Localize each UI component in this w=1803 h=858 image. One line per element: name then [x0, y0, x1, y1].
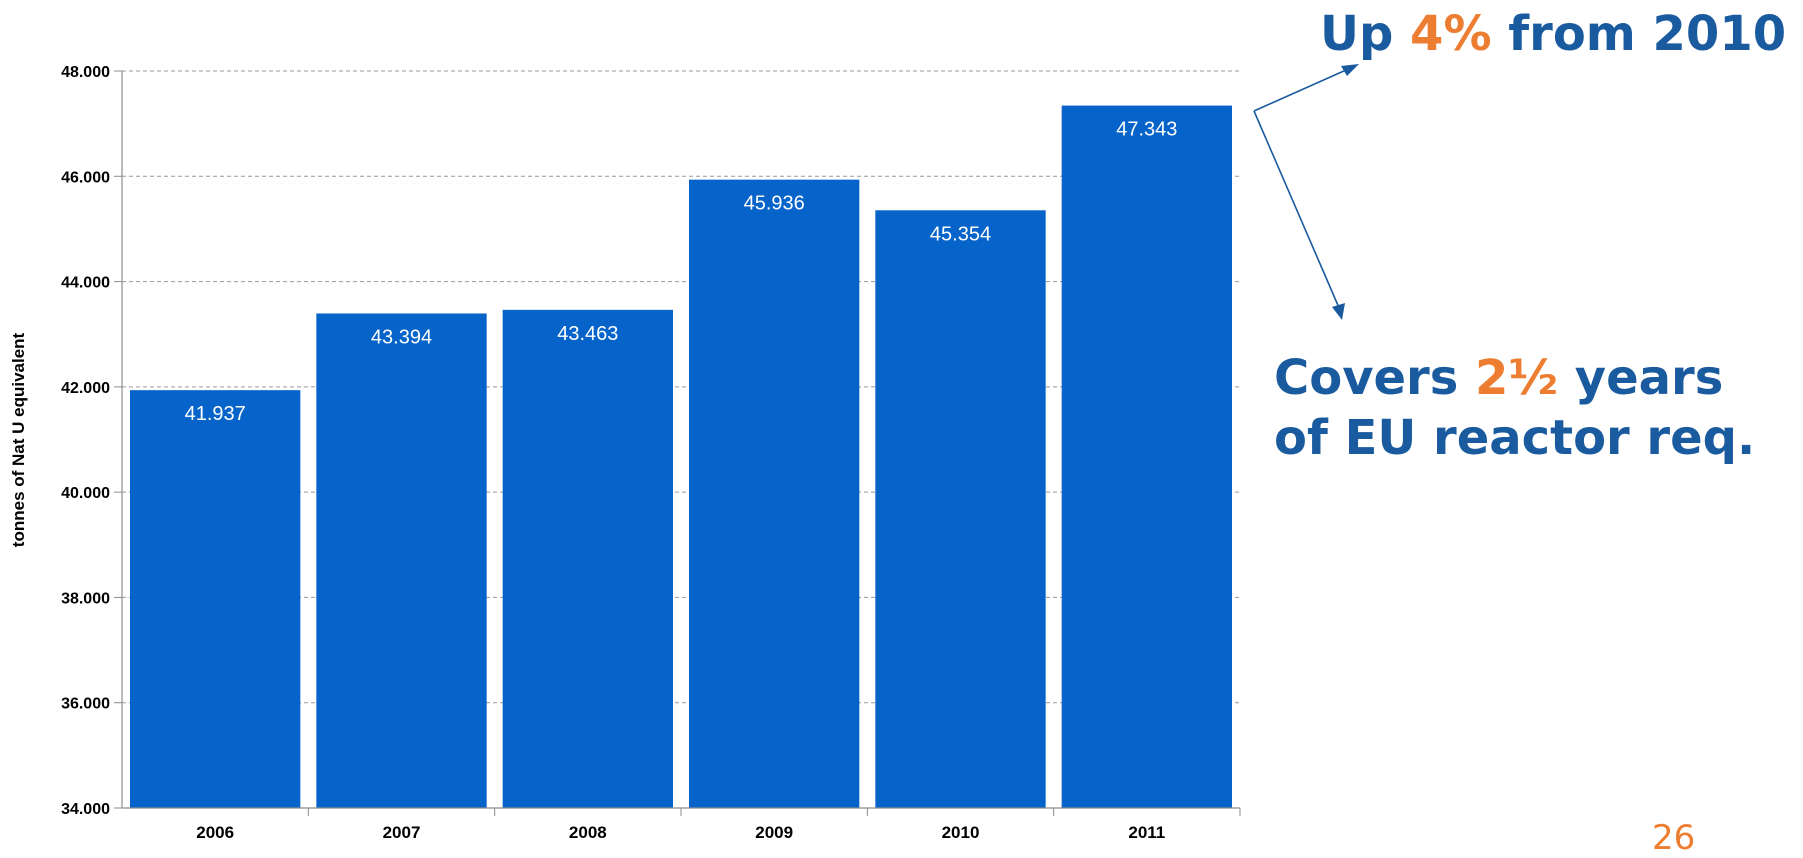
y-tick-label: 44.000 — [61, 275, 110, 292]
bar-value-label: 47.343 — [1116, 119, 1177, 141]
callout-up-percent: 4% — [1410, 6, 1492, 62]
y-tick-label: 40.000 — [61, 485, 110, 502]
x-tick-label: 2010 — [942, 823, 980, 842]
callout-covers-suffix: years — [1558, 350, 1724, 406]
callout-covers-line1: Covers 2½ years — [1274, 348, 1755, 408]
bar-2008 — [502, 309, 673, 808]
bar-2009 — [689, 179, 860, 809]
bar-2006 — [130, 390, 301, 808]
x-tick-label: 2009 — [755, 823, 793, 842]
callout-arrows — [1253, 64, 1359, 320]
y-tick-label: 48.000 — [61, 64, 110, 81]
x-tick-label: 2007 — [383, 823, 421, 842]
bar-value-label: 41.937 — [185, 403, 246, 425]
arrow-to-covers-callout — [1253, 110, 1341, 311]
x-tick-label: 2006 — [196, 823, 234, 842]
y-tick-label: 38.000 — [61, 590, 110, 607]
bar-value-label: 45.936 — [744, 193, 805, 215]
callout-covers-prefix: Covers — [1274, 350, 1475, 406]
y-tick-label: 46.000 — [61, 169, 110, 186]
slide-number: 26 — [1652, 818, 1696, 858]
y-tick-labels: 34.000 36.000 38.000 40.000 42.000 44.000 46.0… — [61, 64, 122, 818]
bar-2011 — [1061, 105, 1232, 808]
callout-covers-years-value: 2½ — [1475, 350, 1559, 406]
y-tick-label: 42.000 — [61, 380, 110, 397]
y-tick-label: 36.000 — [61, 696, 110, 713]
callout-up-prefix: Up — [1320, 6, 1411, 62]
bar-2010 — [875, 210, 1046, 809]
bar-2007 — [316, 313, 487, 808]
y-tick-label: 34.000 — [61, 801, 110, 818]
bar-value-label: 43.463 — [557, 323, 618, 345]
bar-value-label: 45.354 — [930, 223, 991, 245]
grid-lines — [122, 70, 1240, 704]
bar-value-label: 43.394 — [371, 326, 432, 348]
bars: 41.937 43.394 43.463 45.936 45.354 47.343 — [130, 105, 1232, 809]
callout-up-suffix: from 2010 — [1491, 6, 1787, 62]
x-tick-label: 2008 — [569, 823, 607, 842]
arrow-to-up-callout — [1253, 65, 1356, 112]
y-axis-label: tonnes of Nat U equivalent — [9, 332, 28, 547]
callout-covers-line2: of EU reactor req. — [1274, 410, 1756, 466]
arrow-head-up — [1341, 64, 1359, 76]
x-tick-label: 2011 — [1128, 823, 1165, 842]
axes — [121, 71, 1241, 816]
callout-up-from-2010: Up 4% from 2010 — [1320, 6, 1786, 62]
callout-covers-years: Covers 2½ years of EU reactor req. — [1274, 348, 1755, 468]
x-tick-labels: 2006 2007 2008 2009 2010 2011 — [196, 823, 1165, 842]
arrow-head-covers — [1332, 303, 1345, 320]
